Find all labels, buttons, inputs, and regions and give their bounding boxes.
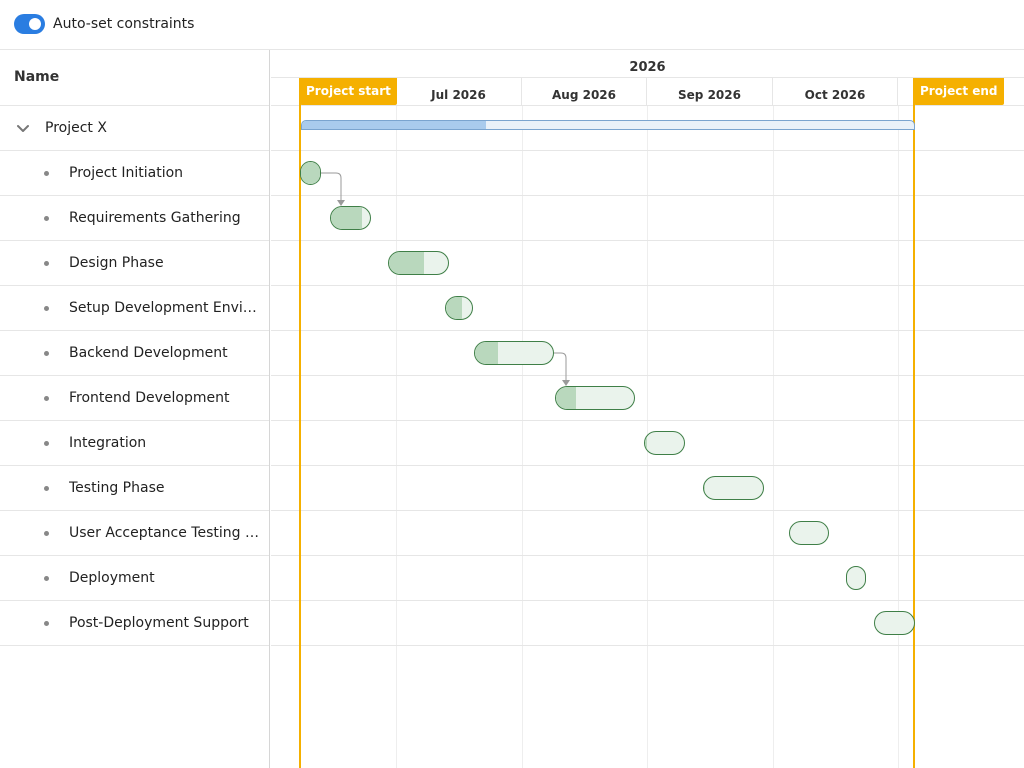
task-row[interactable]: User Acceptance Testing (UAT)	[0, 511, 269, 556]
row-divider	[271, 150, 1024, 151]
toolbar: Auto-set constraints	[0, 0, 1024, 50]
task-bar[interactable]	[555, 386, 635, 410]
task-bar[interactable]	[789, 521, 829, 545]
task-progress	[301, 162, 320, 184]
month-header-jul: Jul 2026	[396, 78, 522, 106]
bullet-icon	[44, 261, 49, 266]
project-end-line	[913, 78, 915, 768]
task-name: Requirements Gathering	[69, 210, 241, 226]
month-header-nov	[898, 78, 1024, 106]
task-progress	[389, 252, 425, 274]
month-header-sep: Sep 2026	[647, 78, 773, 106]
task-row-project-x[interactable]: Project X	[0, 106, 269, 151]
grid-line	[773, 106, 774, 768]
month-label: Oct 2026	[804, 88, 866, 102]
task-bar[interactable]	[445, 296, 473, 320]
month-label: Sep 2026	[678, 88, 741, 102]
task-row[interactable]: Setup Development Environment	[0, 286, 269, 331]
task-bar[interactable]	[388, 251, 449, 275]
row-divider	[271, 510, 1024, 511]
task-row[interactable]: Project Initiation	[0, 151, 269, 196]
task-row[interactable]: Testing Phase	[0, 466, 269, 511]
task-row[interactable]: Post-Deployment Support	[0, 601, 269, 646]
project-start-line	[299, 78, 301, 768]
row-divider	[271, 240, 1024, 241]
task-bar[interactable]	[644, 431, 685, 455]
task-bar[interactable]	[703, 476, 764, 500]
grid-line	[898, 106, 899, 768]
task-bar[interactable]	[300, 161, 321, 185]
gantt-timeline: 2026 Jul 2026 Aug 2026 Sep 2026 Oct 2026	[271, 50, 1024, 768]
task-bar[interactable]	[874, 611, 915, 635]
task-name: Testing Phase	[69, 480, 165, 496]
task-progress	[645, 432, 647, 454]
task-row[interactable]: Integration	[0, 421, 269, 466]
month-label: Aug 2026	[552, 88, 616, 102]
bullet-icon	[44, 306, 49, 311]
row-divider	[271, 600, 1024, 601]
task-bar[interactable]	[846, 566, 866, 590]
task-progress	[704, 477, 706, 499]
task-progress	[556, 387, 576, 409]
task-progress	[446, 297, 462, 319]
task-name: Setup Development Environment	[69, 300, 259, 316]
row-divider	[271, 375, 1024, 376]
bullet-icon	[44, 576, 49, 581]
year-label: 2026	[629, 60, 666, 75]
toggle-label: Auto-set constraints	[53, 16, 195, 32]
task-name: Design Phase	[69, 255, 164, 271]
name-column-header-label: Name	[14, 69, 60, 85]
bullet-icon	[44, 351, 49, 356]
bullet-icon	[44, 216, 49, 221]
grid-line	[522, 106, 523, 768]
task-name: Post-Deployment Support	[69, 615, 249, 631]
task-bar[interactable]	[330, 206, 371, 230]
task-name: Deployment	[69, 570, 155, 586]
task-name: Project Initiation	[69, 165, 184, 181]
bullet-icon	[44, 621, 49, 626]
task-row[interactable]: Deployment	[0, 556, 269, 601]
task-name: User Acceptance Testing (UAT)	[69, 525, 259, 541]
year-header: 2026	[271, 50, 1024, 78]
task-progress	[475, 342, 499, 364]
row-divider	[271, 195, 1024, 196]
month-header-oct: Oct 2026	[773, 78, 898, 106]
task-row[interactable]: Backend Development	[0, 331, 269, 376]
task-name: Project X	[45, 120, 107, 136]
task-row[interactable]: Design Phase	[0, 241, 269, 286]
task-progress	[331, 207, 363, 229]
grid-line	[396, 106, 397, 768]
month-header-aug: Aug 2026	[522, 78, 647, 106]
row-divider	[271, 465, 1024, 466]
bullet-icon	[44, 396, 49, 401]
bullet-icon	[44, 486, 49, 491]
auto-set-constraints-toggle[interactable]	[14, 14, 45, 34]
summary-bar-project-x[interactable]	[301, 120, 915, 130]
task-row[interactable]: Frontend Development	[0, 376, 269, 421]
row-divider	[271, 330, 1024, 331]
task-name: Frontend Development	[69, 390, 230, 406]
summary-progress	[302, 121, 486, 129]
toggle-knob	[29, 18, 41, 30]
row-divider	[271, 555, 1024, 556]
task-name: Backend Development	[69, 345, 228, 361]
bullet-icon	[44, 171, 49, 176]
bullet-icon	[44, 441, 49, 446]
task-bar[interactable]	[474, 341, 554, 365]
row-divider	[271, 645, 1024, 646]
row-divider	[271, 420, 1024, 421]
project-end-flag[interactable]: Project end	[914, 78, 1004, 105]
month-label: Jul 2026	[431, 88, 486, 102]
task-name: Integration	[69, 435, 147, 451]
chevron-down-icon[interactable]	[15, 120, 31, 136]
project-start-flag[interactable]: Project start	[300, 78, 397, 105]
task-grid: Name Project X Project Initiation Requir…	[0, 50, 270, 768]
bullet-icon	[44, 531, 49, 536]
row-divider	[271, 285, 1024, 286]
name-column-header[interactable]: Name	[0, 50, 269, 106]
task-row[interactable]: Requirements Gathering	[0, 196, 269, 241]
